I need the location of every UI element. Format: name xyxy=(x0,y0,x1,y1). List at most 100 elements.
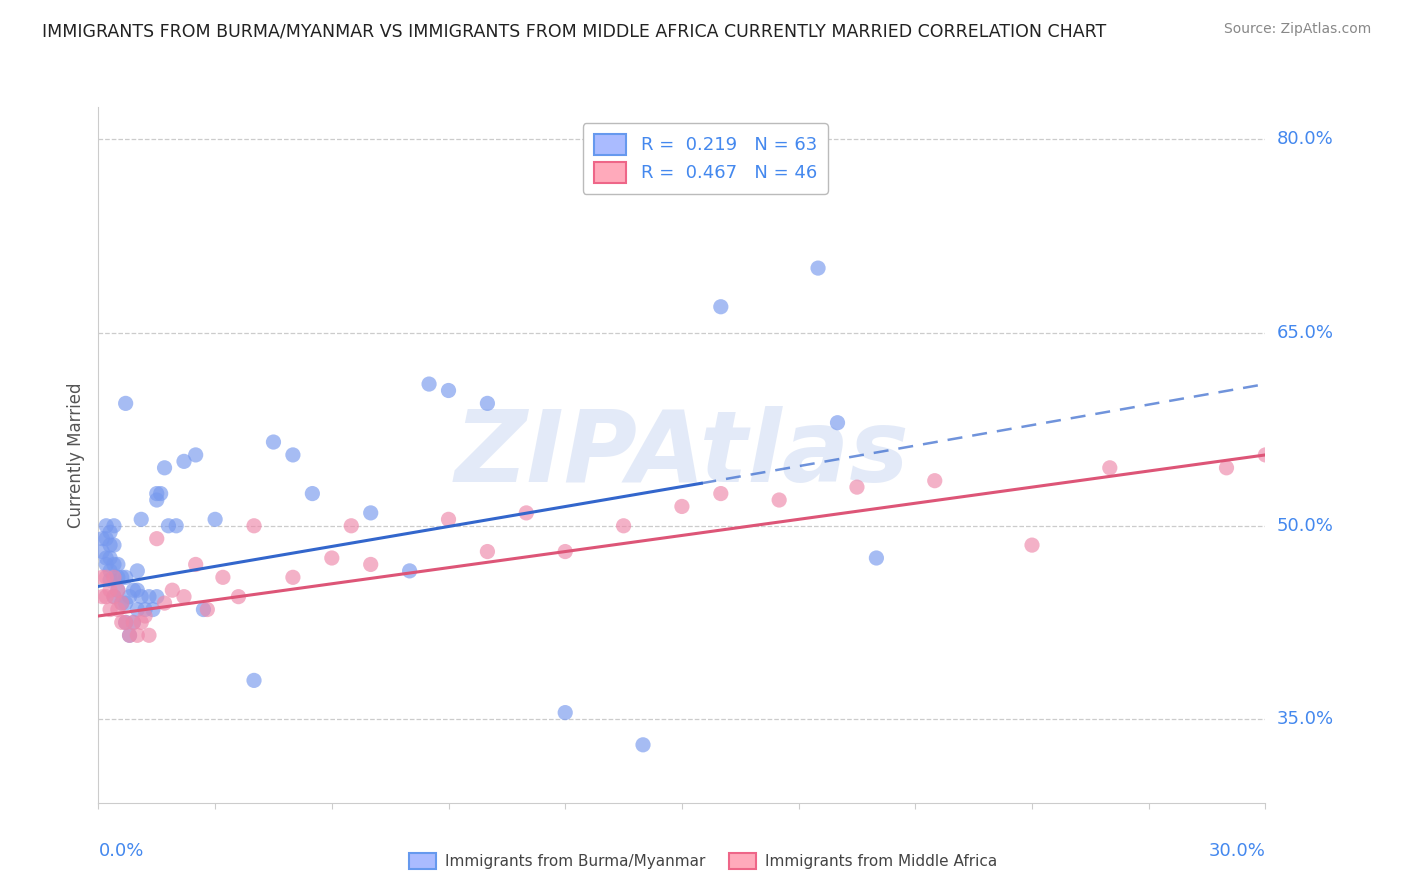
Point xyxy=(157,518,180,533)
Point xyxy=(212,570,235,584)
Point xyxy=(103,570,125,584)
Point xyxy=(184,448,207,462)
Point xyxy=(96,551,118,566)
Point xyxy=(103,518,125,533)
Point xyxy=(1254,448,1277,462)
Point xyxy=(91,544,114,558)
Point xyxy=(437,384,460,398)
Point xyxy=(96,532,118,546)
Text: 65.0%: 65.0% xyxy=(1277,324,1333,342)
Point xyxy=(321,551,343,566)
Point xyxy=(153,596,176,610)
Point xyxy=(138,628,160,642)
Point xyxy=(127,602,149,616)
Point xyxy=(243,518,266,533)
Point xyxy=(122,615,145,630)
Point xyxy=(477,396,499,410)
Point xyxy=(114,596,136,610)
Point xyxy=(418,377,440,392)
Point xyxy=(360,558,382,572)
Point xyxy=(114,396,136,410)
Point xyxy=(129,512,152,526)
Point xyxy=(122,615,145,630)
Point xyxy=(107,570,129,584)
Text: 30.0%: 30.0% xyxy=(1209,842,1265,860)
Point xyxy=(98,538,121,552)
Point xyxy=(710,486,733,500)
Point xyxy=(134,602,156,616)
Point xyxy=(134,609,156,624)
Point xyxy=(96,558,118,572)
Point xyxy=(153,460,176,475)
Point xyxy=(127,628,149,642)
Point xyxy=(118,590,141,604)
Point xyxy=(846,480,869,494)
Point xyxy=(281,448,304,462)
Point xyxy=(96,518,118,533)
Point xyxy=(768,493,790,508)
Point xyxy=(146,590,169,604)
Point xyxy=(631,738,654,752)
Point xyxy=(103,590,125,604)
Point xyxy=(114,615,136,630)
Point xyxy=(1021,538,1043,552)
Point xyxy=(613,518,636,533)
Point xyxy=(204,512,226,526)
Point xyxy=(243,673,266,688)
Point xyxy=(103,570,125,584)
Point xyxy=(98,551,121,566)
Point xyxy=(1098,460,1121,475)
Point xyxy=(107,583,129,598)
Point xyxy=(146,493,169,508)
Point xyxy=(340,518,363,533)
Point xyxy=(96,570,118,584)
Point xyxy=(554,706,576,720)
Legend: R =  0.219   N = 63, R =  0.467   N = 46: R = 0.219 N = 63, R = 0.467 N = 46 xyxy=(583,123,828,194)
Point xyxy=(281,570,304,584)
Point xyxy=(107,558,129,572)
Point xyxy=(98,573,121,587)
Point xyxy=(98,525,121,540)
Point xyxy=(127,583,149,598)
Point xyxy=(129,615,152,630)
Point xyxy=(111,570,134,584)
Point xyxy=(1215,460,1237,475)
Point xyxy=(114,615,136,630)
Point xyxy=(129,590,152,604)
Point xyxy=(477,544,499,558)
Point xyxy=(138,590,160,604)
Point xyxy=(146,486,169,500)
Point xyxy=(807,261,830,276)
Point xyxy=(98,583,121,598)
Point xyxy=(360,506,382,520)
Text: Source: ZipAtlas.com: Source: ZipAtlas.com xyxy=(1223,22,1371,37)
Point xyxy=(554,544,576,558)
Point xyxy=(865,551,887,566)
Point xyxy=(195,602,218,616)
Point xyxy=(301,486,323,500)
Point xyxy=(91,590,114,604)
Point xyxy=(118,628,141,642)
Point xyxy=(103,590,125,604)
Point xyxy=(142,602,165,616)
Point xyxy=(114,570,136,584)
Point xyxy=(437,512,460,526)
Text: 0.0%: 0.0% xyxy=(98,842,143,860)
Y-axis label: Currently Married: Currently Married xyxy=(66,382,84,528)
Point xyxy=(127,564,149,578)
Point xyxy=(827,416,849,430)
Text: ZIPAtlas: ZIPAtlas xyxy=(454,407,910,503)
Point xyxy=(91,532,114,546)
Point xyxy=(924,474,946,488)
Point xyxy=(103,538,125,552)
Point xyxy=(111,615,134,630)
Point xyxy=(262,435,284,450)
Text: 50.0%: 50.0% xyxy=(1277,516,1333,535)
Point xyxy=(173,590,195,604)
Point xyxy=(96,590,118,604)
Point xyxy=(122,583,145,598)
Point xyxy=(91,570,114,584)
Point xyxy=(118,628,141,642)
Point xyxy=(146,532,169,546)
Point xyxy=(107,583,129,598)
